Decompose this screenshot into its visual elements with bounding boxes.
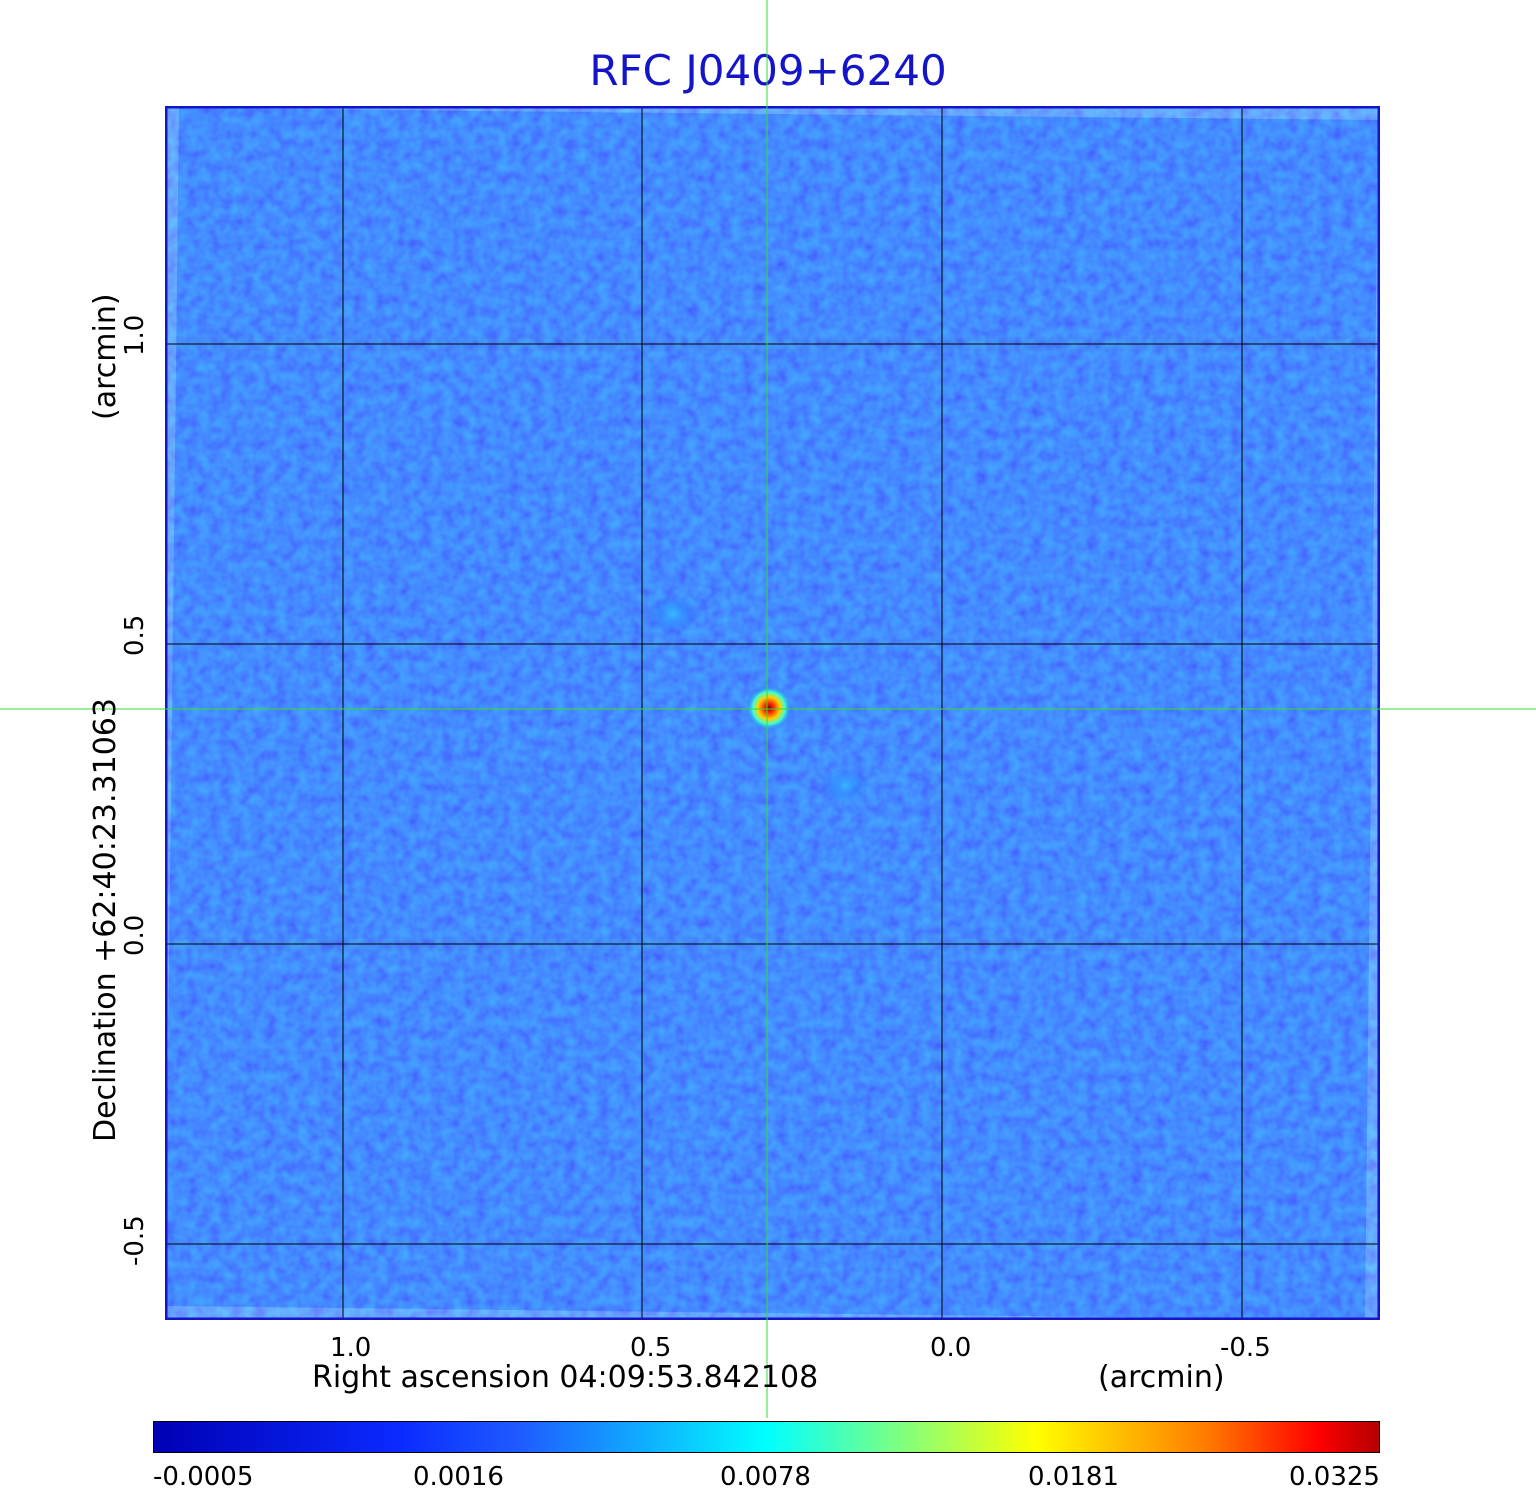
x-axis-unit: (arcmin) xyxy=(1098,1360,1225,1395)
x-tick: 1.0 xyxy=(330,1333,372,1363)
colorbar-tick: -0.0005 xyxy=(153,1462,254,1492)
y-axis-unit: (arcmin) xyxy=(88,293,123,420)
coordinate-grid xyxy=(165,106,1380,1320)
y-tick: -0.5 xyxy=(120,1215,150,1266)
x-tick: 0.0 xyxy=(930,1333,972,1363)
faint-blob-2 xyxy=(821,768,869,804)
colorbar-tick: 0.0181 xyxy=(1028,1462,1119,1492)
colorbar-tick: 0.0078 xyxy=(720,1462,811,1492)
x-axis-label: Right ascension 04:09:53.842108 xyxy=(312,1360,819,1395)
colorbar-tick: 0.0325 xyxy=(1289,1462,1380,1492)
y-tick: 0.0 xyxy=(120,914,150,956)
colorbar-tick: 0.0016 xyxy=(413,1462,504,1492)
image-title: RFC J0409+6240 xyxy=(589,46,947,95)
y-tick: 0.5 xyxy=(120,614,150,656)
y-tick: 1.0 xyxy=(120,314,150,356)
y-axis-label: Declination +62:40:23.31063 xyxy=(88,698,123,1142)
x-tick: -0.5 xyxy=(1220,1333,1271,1363)
radio-source xyxy=(746,685,792,731)
image-border xyxy=(165,106,1380,1320)
sky-image[interactable] xyxy=(165,106,1380,1320)
faint-blob-1 xyxy=(647,594,699,634)
x-tick: 0.5 xyxy=(630,1333,672,1363)
colorbar xyxy=(153,1421,1380,1453)
